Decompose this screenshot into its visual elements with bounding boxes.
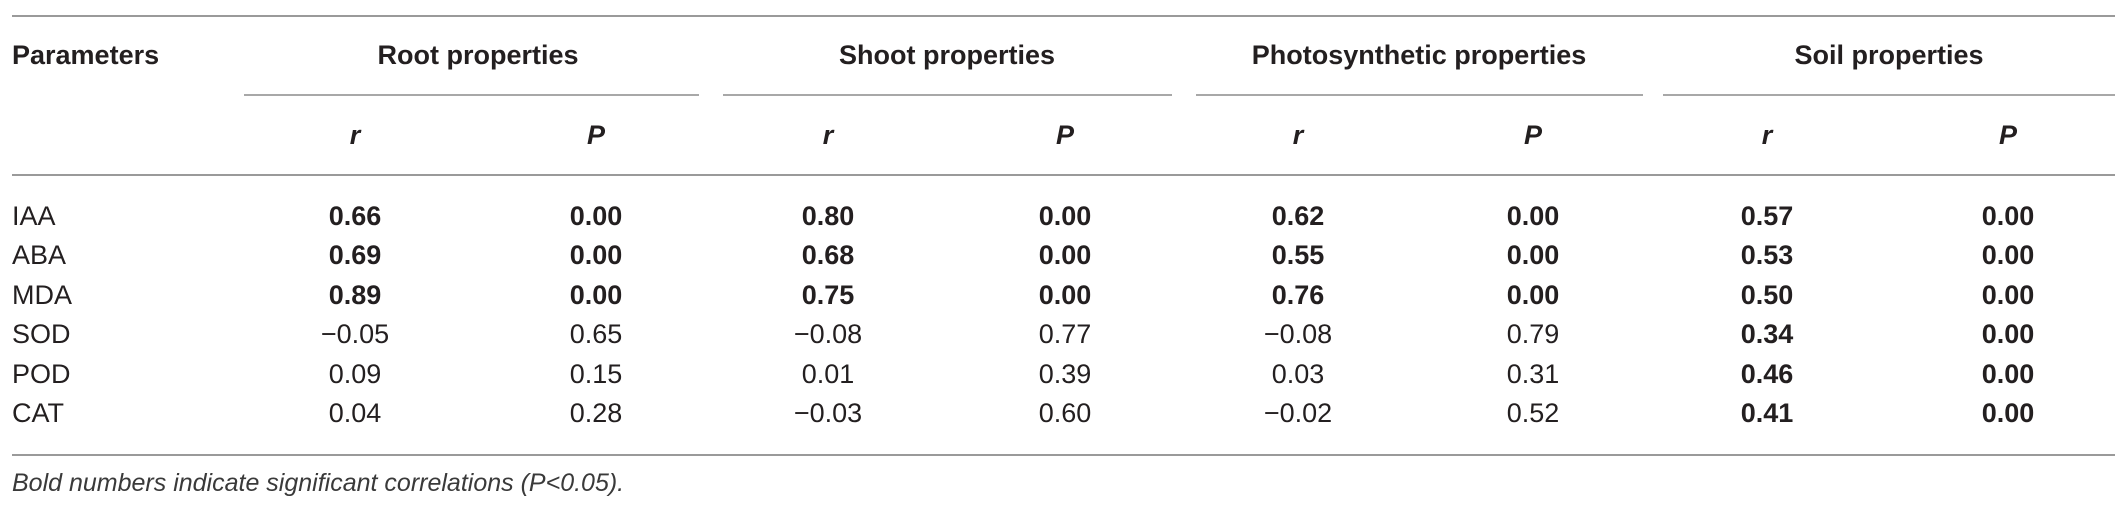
bottom-rule <box>12 454 2115 456</box>
table-cell: 0.01 <box>801 359 855 389</box>
table-cell: 0.09 <box>328 359 382 389</box>
table-cell: 0.31 <box>1506 359 1560 389</box>
table-cell: 0.65 <box>569 319 623 349</box>
group-rule-root <box>244 94 699 96</box>
subheader-r: r <box>1761 120 1773 150</box>
table-cell: 0.00 <box>1506 201 1560 231</box>
table-cell: 0.69 <box>328 240 382 270</box>
table-cell: −0.05 <box>320 319 390 349</box>
table-cell: 0.03 <box>1271 359 1325 389</box>
row-label: SOD <box>12 319 71 349</box>
table-cell: 0.34 <box>1740 319 1794 349</box>
table-cell: 0.00 <box>1038 201 1092 231</box>
group-header-soil: Soil properties <box>1794 40 1984 70</box>
table-cell: 0.28 <box>569 398 623 428</box>
table-cell: 0.75 <box>801 280 855 310</box>
group-rule-photosynthetic <box>1196 94 1643 96</box>
row-label: ABA <box>12 240 67 270</box>
table-cell: −0.02 <box>1263 398 1333 428</box>
table-cell: 0.00 <box>1506 280 1560 310</box>
table-cell: 0.53 <box>1740 240 1794 270</box>
table-cell: 0.00 <box>1981 319 2035 349</box>
table-cell: 0.00 <box>1038 280 1092 310</box>
table-cell: 0.46 <box>1740 359 1794 389</box>
table-cell: 0.00 <box>569 240 623 270</box>
group-header-shoot: Shoot properties <box>838 40 1056 70</box>
table-cell: 0.55 <box>1271 240 1325 270</box>
group-header-photosynthetic: Photosynthetic properties <box>1251 40 1587 70</box>
row-label: IAA <box>12 201 56 231</box>
subheader-p: P <box>1055 120 1075 150</box>
table-cell: 0.66 <box>328 201 382 231</box>
table-cell: 0.57 <box>1740 201 1794 231</box>
header-bottom-rule <box>12 174 2115 176</box>
table-cell: 0.00 <box>569 201 623 231</box>
table-cell: 0.76 <box>1271 280 1325 310</box>
subheader-p: P <box>1523 120 1543 150</box>
top-rule <box>12 15 2115 17</box>
footnote: Bold numbers indicate significant correl… <box>12 469 625 497</box>
subheader-p: P <box>1998 120 2018 150</box>
table-cell: 0.15 <box>569 359 623 389</box>
table-cell: 0.52 <box>1506 398 1560 428</box>
table-cell: 0.04 <box>328 398 382 428</box>
table-cell: 0.77 <box>1038 319 1092 349</box>
table-cell: 0.50 <box>1740 280 1794 310</box>
group-header-root: Root properties <box>377 40 579 70</box>
subheader-r: r <box>349 120 361 150</box>
subheader-p: P <box>586 120 606 150</box>
table-cell: 0.39 <box>1038 359 1092 389</box>
group-rule-soil <box>1663 94 2115 96</box>
row-label: CAT <box>12 398 64 428</box>
table-cell: 0.89 <box>328 280 382 310</box>
table-cell: 0.79 <box>1506 319 1560 349</box>
subheader-r: r <box>822 120 834 150</box>
table-cell: 0.00 <box>1506 240 1560 270</box>
table-cell: 0.00 <box>1981 240 2035 270</box>
table-cell: 0.00 <box>1038 240 1092 270</box>
table-cell: 0.00 <box>1981 201 2035 231</box>
table-cell: −0.03 <box>793 398 863 428</box>
group-rule-shoot <box>723 94 1172 96</box>
table-cell: 0.80 <box>801 201 855 231</box>
table-cell: 0.00 <box>1981 280 2035 310</box>
table-cell: −0.08 <box>793 319 863 349</box>
table-cell: 0.41 <box>1740 398 1794 428</box>
subheader-r: r <box>1292 120 1304 150</box>
table-cell: 0.60 <box>1038 398 1092 428</box>
table-cell: 0.00 <box>1981 398 2035 428</box>
row-label: MDA <box>12 280 72 310</box>
table-cell: 0.00 <box>569 280 623 310</box>
row-label: POD <box>12 359 71 389</box>
table-cell: 0.68 <box>801 240 855 270</box>
table-cell: −0.08 <box>1263 319 1333 349</box>
parameters-header: Parameters <box>12 40 160 70</box>
table-cell: 0.62 <box>1271 201 1325 231</box>
table-cell: 0.00 <box>1981 359 2035 389</box>
